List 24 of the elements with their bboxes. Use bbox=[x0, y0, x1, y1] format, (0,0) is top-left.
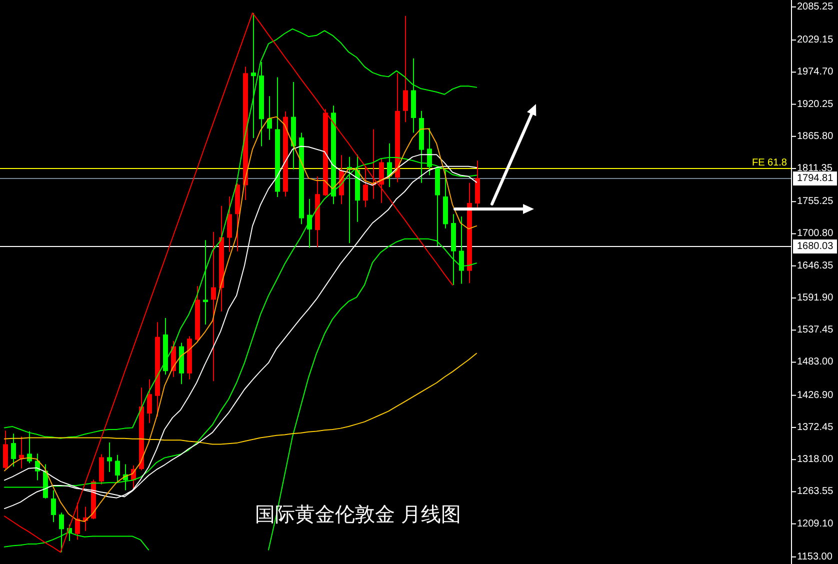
y-tick-label: 1700.80 bbox=[797, 228, 834, 240]
title: 国际黄金伦敦金 月线图 bbox=[254, 502, 462, 526]
y-tick-label: 1153.00 bbox=[797, 551, 833, 562]
y-tick-label: 1865.80 bbox=[797, 130, 834, 142]
y-tick-label: 1426.90 bbox=[797, 390, 834, 401]
y-tick-label: 1920.25 bbox=[797, 98, 834, 110]
y-tick-label: 1483.00 bbox=[797, 356, 834, 368]
y-tick-label: 1318.00 bbox=[797, 454, 834, 466]
y-tick-label: 1591.90 bbox=[797, 292, 834, 304]
y-tick-label: 1537.45 bbox=[797, 324, 834, 336]
ref-line-label: 1794.81 bbox=[797, 173, 834, 184]
y-tick-label: 1811.35 bbox=[797, 163, 833, 174]
ref-line-label: 1680.03 bbox=[797, 241, 834, 252]
y-tick-label: 1755.25 bbox=[797, 196, 834, 208]
y-tick-label: 1372.45 bbox=[797, 422, 834, 433]
y-tick-label: 2029.15 bbox=[797, 34, 834, 46]
ref-label: FE 61.8 bbox=[752, 158, 787, 168]
y-tick-label: 1209.10 bbox=[797, 518, 834, 530]
y-tick-label: 2085.25 bbox=[797, 1, 834, 12]
ref-label: 1680.03 bbox=[793, 240, 837, 254]
y-tick-label: 1974.70 bbox=[797, 66, 834, 78]
y-tick-label: 1646.35 bbox=[797, 260, 834, 272]
ref-label: 1794.81 bbox=[793, 172, 837, 186]
y-tick-label: 1263.55 bbox=[797, 486, 834, 498]
